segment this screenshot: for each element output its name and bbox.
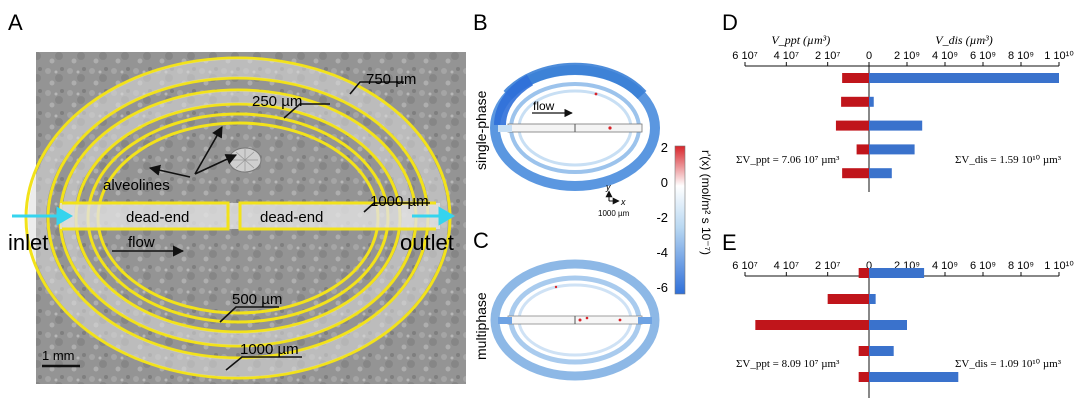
label-inlet: inlet (8, 230, 48, 255)
label-250um: 250 µm (252, 93, 302, 110)
label-1000um-top: 1000 µm (370, 193, 429, 210)
chart-left-axis-label: V_ppt (µm³) (771, 33, 830, 47)
bar-ppt (835, 120, 869, 131)
chart-e: 6 10⁷ 4 10⁷ 2 10⁷ 0 2 10⁹ 4 10⁹ 6 10⁹ 8 10⁹ 1 10… (732, 260, 1074, 398)
label-outlet: outlet (400, 230, 454, 255)
chart-tick-label-right: 6 10⁹ (970, 260, 996, 272)
label-1000um-bottom: 1000 µm (240, 341, 299, 358)
inlet-outlet-arrows (12, 206, 455, 226)
chart-tick-label-left: 2 10⁷ (815, 260, 840, 272)
bar-dis (869, 372, 959, 382)
chart-right-axis-label: V_dis (µm³) (935, 33, 993, 47)
panel-c-letter: C (473, 228, 489, 253)
chart-tick-label-left: 6 10⁷ (732, 260, 757, 272)
bar-ppt (856, 144, 869, 155)
chart-tick-label-right: 1 10¹⁰ (1044, 260, 1074, 272)
bar-ppt (858, 346, 869, 356)
chart-tick-label-right: 2 10⁹ (894, 50, 920, 62)
label-flow: flow (128, 234, 155, 251)
chart-d: 6 10⁷ 4 10⁷ 2 10⁷ 0 2 10⁹ 4 10⁹ 6 10⁹ 8 10⁹ 1 10… (732, 33, 1074, 192)
bar-dis (869, 168, 892, 179)
colorbar: 2 0 -2 -4 -6 r'(x) (mol/m² s 10⁻⁷) (656, 140, 713, 295)
axis-indicator-x: x (620, 197, 626, 207)
label-dead-end-right: dead-end (260, 209, 323, 226)
pointer-arrows (112, 81, 430, 371)
panel-c-side-label: multiphase (473, 292, 489, 360)
chart-tick-label-right: 8 10⁹ (1008, 260, 1034, 272)
bar-dis (869, 144, 915, 155)
panel-c: C multiphase (473, 228, 660, 381)
panel-b-device (490, 62, 660, 191)
chart-annotation-ppt: ΣV_ppt = 8.09 10⁷ µm³ (736, 358, 840, 370)
label-alveolines: alveolines (103, 177, 170, 194)
axis-indicator-y: y (605, 182, 611, 192)
chart-tick-label-right: 4 10⁹ (932, 50, 958, 62)
bar-dis (869, 268, 925, 278)
axes-indicator: y x 1000 µm (598, 182, 630, 218)
colorbar-gradient (674, 145, 686, 295)
chart-tick-label-right: 8 10⁹ (1008, 50, 1034, 62)
panel-a-letter: A (8, 10, 23, 35)
colorbar-tick-minus6: -6 (656, 280, 668, 295)
label-750um: 750 µm (366, 71, 416, 88)
panel-a: A (8, 10, 466, 384)
chart-tick-label-right: 4 10⁹ (932, 260, 958, 272)
panel-e-letter: E (722, 230, 737, 255)
alveoline-fossil (228, 147, 262, 173)
bar-ppt (755, 320, 869, 330)
chart-tick-label-left: 2 10⁷ (815, 50, 840, 62)
colorbar-tick-minus2: -2 (656, 210, 668, 225)
label-scale-bar: 1 mm (42, 348, 75, 363)
colorbar-tick-minus4: -4 (656, 245, 668, 260)
panel-b: B single-phase flow (473, 10, 660, 191)
panel-b-letter: B (473, 10, 488, 35)
bar-ppt (858, 372, 869, 382)
bar-ppt (842, 168, 869, 179)
bar-ppt (827, 294, 869, 304)
chart-tick-label-left: 4 10⁷ (774, 260, 799, 272)
chart-annotation-ppt: ΣV_ppt = 7.06 10⁷ µm³ (736, 154, 840, 166)
chart-tick-label-left: 0 (866, 260, 872, 272)
bar-dis (869, 96, 874, 107)
chart-tick-label-left: 0 (866, 50, 872, 62)
axis-indicator-scale: 1000 µm (598, 209, 630, 218)
bar-dis (869, 120, 923, 131)
panel-d-letter: D (722, 10, 738, 35)
bar-dis (869, 346, 894, 356)
chart-annotation-dis: ΣV_dis = 1.09 10¹⁰ µm³ (955, 358, 1062, 370)
bar-dis (869, 320, 907, 330)
bar-ppt (842, 73, 869, 83)
label-500um: 500 µm (232, 291, 282, 308)
colorbar-label: r'(x) (mol/m² s 10⁻⁷) (699, 150, 713, 255)
colorbar-tick-2: 2 (661, 140, 668, 155)
bar-dis (869, 294, 876, 304)
bar-dis (869, 73, 1059, 83)
chart-tick-label-left: 4 10⁷ (774, 50, 799, 62)
chart-tick-label-left: 6 10⁷ (732, 50, 757, 62)
chart-tick-label-right: 6 10⁹ (970, 50, 996, 62)
bar-ppt (858, 268, 869, 278)
chart-tick-label-right: 1 10¹⁰ (1044, 50, 1074, 62)
colorbar-tick-0: 0 (661, 175, 668, 190)
panel-c-device (490, 259, 660, 381)
label-dead-end-left: dead-end (126, 209, 189, 226)
bar-ppt (841, 96, 869, 107)
panel-b-flow-label: flow (533, 99, 555, 113)
chart-annotation-dis: ΣV_dis = 1.59 10¹⁰ µm³ (955, 154, 1062, 166)
panel-b-side-label: single-phase (473, 90, 489, 170)
central-channel (60, 201, 440, 231)
